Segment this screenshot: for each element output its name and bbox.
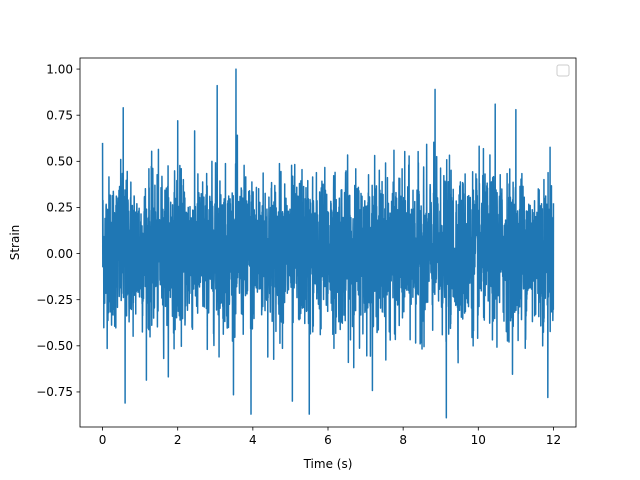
legend-box xyxy=(556,64,570,77)
y-axis-label: Strain xyxy=(8,225,22,261)
x-tick-label: 8 xyxy=(399,433,407,447)
x-tick-label: 4 xyxy=(249,433,257,447)
x-tick-label: 2 xyxy=(174,433,182,447)
x-axis: 0 2 4 6 8 10 12 xyxy=(99,427,561,447)
y-tick-label: 0.25 xyxy=(46,201,73,215)
y-tick-label: 0.75 xyxy=(46,108,73,122)
y-axis: −0.75 −0.50 −0.25 0.00 0.25 0.50 0.75 1.00 xyxy=(36,62,80,399)
strain-series-line xyxy=(101,68,555,419)
series-layer xyxy=(101,68,555,419)
y-tick-label: −0.50 xyxy=(36,339,73,353)
x-axis-label: Time (s) xyxy=(303,457,353,471)
y-tick-label: −0.75 xyxy=(36,385,73,399)
y-tick-label: 0.00 xyxy=(46,247,73,261)
x-tick-label: 6 xyxy=(324,433,332,447)
x-tick-label: 10 xyxy=(471,433,486,447)
y-tick-label: 0.50 xyxy=(46,155,73,169)
y-tick-label: 1.00 xyxy=(46,62,73,76)
y-tick-label: −0.25 xyxy=(36,293,73,307)
x-tick-label: 12 xyxy=(546,433,561,447)
x-tick-label: 0 xyxy=(99,433,107,447)
